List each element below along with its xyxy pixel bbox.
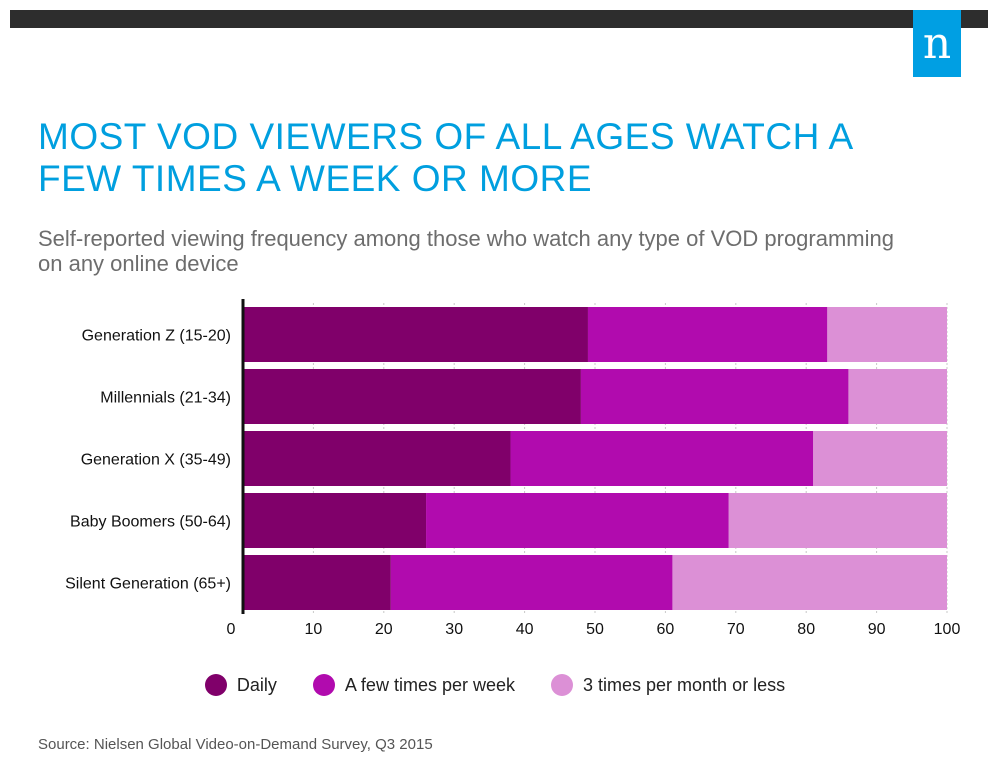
x-tick-label: 10 — [305, 621, 323, 638]
x-tick-label: 70 — [727, 621, 745, 638]
legend-label: 3 times per month or less — [583, 674, 786, 695]
legend-swatch — [551, 674, 573, 696]
nielsen-logo: n — [913, 10, 961, 77]
x-tick-label: 100 — [934, 621, 961, 638]
bar-segment — [243, 493, 427, 548]
bars — [243, 307, 947, 610]
bar-segment — [426, 493, 729, 548]
chart-title: MOST VOD VIEWERS OF ALL AGES WATCH A FEW… — [38, 116, 852, 199]
category-label: Generation Z (15-20) — [82, 328, 231, 345]
logo-letter: n — [922, 17, 952, 69]
bar-segment — [848, 369, 947, 424]
category-label: Baby Boomers (50-64) — [70, 514, 231, 531]
x-tick-label: 60 — [657, 621, 675, 638]
category-labels: Generation Z (15-20) Millennials (21-34) G… — [65, 328, 231, 593]
legend-item: 3 times per month or less — [551, 674, 785, 696]
x-tick-label: 90 — [868, 621, 886, 638]
bar-segment — [672, 555, 947, 610]
source-note: Source: Nielsen Global Video-on-Demand S… — [38, 736, 433, 753]
bar-segment — [728, 493, 947, 548]
bar-segment — [827, 307, 947, 362]
legend-swatch — [312, 674, 335, 696]
bar-segment — [510, 431, 814, 486]
bar-segment — [243, 369, 581, 424]
legend-swatch — [204, 674, 227, 696]
chart-subtitle: Self-reported viewing frequency among th… — [38, 226, 894, 276]
legend-item: A few times per week — [312, 674, 515, 696]
x-tick-label: 80 — [797, 621, 815, 638]
bar-segment — [243, 555, 391, 610]
category-label: Generation X (35-49) — [81, 452, 231, 469]
x-tick-label: 20 — [375, 621, 393, 638]
x-tick-label: 40 — [516, 621, 534, 638]
x-axis-ticks: 0 10 20 30 40 50 60 70 80 90 100 — [227, 621, 961, 638]
bar-segment — [580, 369, 849, 424]
legend-label: A few times per week — [344, 674, 515, 695]
category-label: Millennials (21-34) — [100, 390, 231, 407]
bar-segment — [813, 431, 947, 486]
bar-segment — [587, 307, 828, 362]
bar-segment — [243, 431, 511, 486]
bar-segment — [243, 307, 588, 362]
bar-segment — [390, 555, 673, 610]
top-bar — [10, 10, 988, 28]
stacked-bar-chart: Generation Z (15-20) Millennials (21-34) G… — [65, 299, 961, 638]
legend: Daily A few times per week 3 times per mon… — [0, 671, 990, 699]
x-tick-label: 0 — [227, 621, 236, 638]
legend-item: Daily — [204, 674, 277, 696]
category-label: Silent Generation (65+) — [65, 576, 231, 593]
legend-label: Daily — [236, 674, 277, 695]
x-tick-label: 50 — [586, 621, 604, 638]
x-tick-label: 30 — [445, 621, 463, 638]
